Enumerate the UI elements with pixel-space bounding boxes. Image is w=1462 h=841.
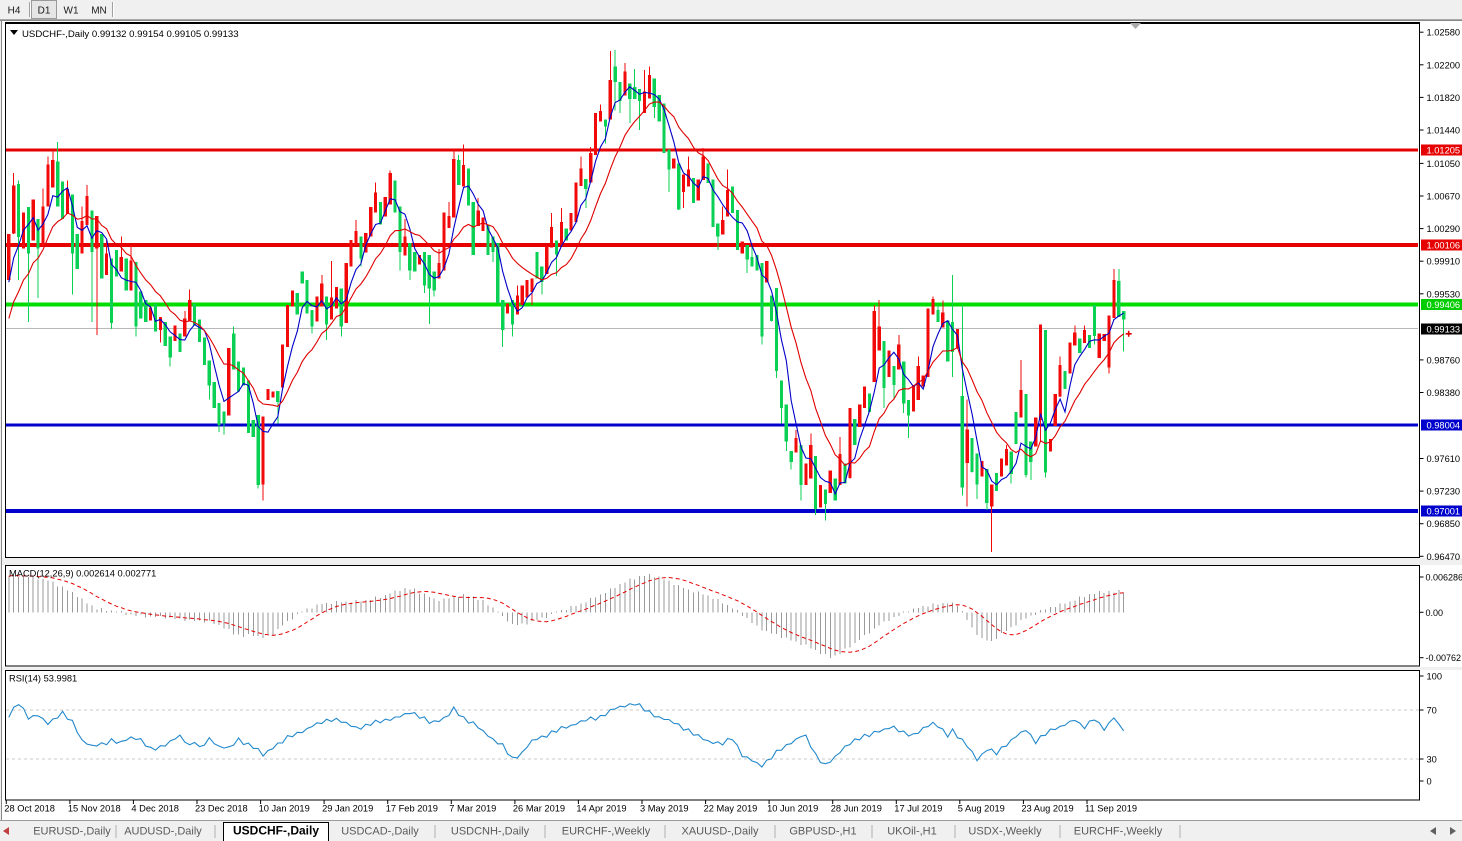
svg-text:USDCHF-,Daily 0.99132 0.99154: USDCHF-,Daily 0.99132 0.99154 0.99105 0.… [22, 29, 239, 40]
svg-text:0.006286: 0.006286 [1426, 573, 1462, 583]
svg-text:1.00290: 1.00290 [1427, 224, 1461, 234]
svg-text:1.02200: 1.02200 [1427, 60, 1461, 70]
svg-text:0.98760: 0.98760 [1427, 355, 1461, 365]
svg-text:W1: W1 [64, 6, 79, 17]
svg-text:29 Jan 2019: 29 Jan 2019 [322, 804, 373, 814]
svg-text:14 Apr 2019: 14 Apr 2019 [576, 804, 626, 814]
svg-text:0.99133: 0.99133 [1427, 325, 1461, 335]
svg-text:1.01205: 1.01205 [1427, 146, 1461, 156]
svg-text:0.99910: 0.99910 [1427, 257, 1461, 267]
svg-text:7 Mar 2019: 7 Mar 2019 [449, 804, 496, 814]
svg-text:XAUUSD-,Daily: XAUUSD-,Daily [681, 826, 759, 838]
svg-text:28 Jun 2019: 28 Jun 2019 [831, 804, 882, 814]
svg-text:0.97610: 0.97610 [1427, 454, 1461, 464]
svg-text:USDCHF-,Daily: USDCHF-,Daily [233, 824, 319, 838]
svg-text:USDCAD-,Daily: USDCAD-,Daily [341, 826, 419, 838]
svg-text:D1: D1 [38, 6, 51, 17]
svg-text:23 Aug 2019: 23 Aug 2019 [1021, 804, 1073, 814]
svg-text:EURCHF-,Weekly: EURCHF-,Weekly [562, 826, 651, 838]
svg-text:USDCNH-,Daily: USDCNH-,Daily [451, 826, 530, 838]
svg-text:0.99530: 0.99530 [1427, 289, 1461, 299]
svg-text:4 Dec 2018: 4 Dec 2018 [131, 804, 179, 814]
svg-text:0: 0 [1427, 777, 1432, 787]
svg-text:0.98380: 0.98380 [1427, 388, 1461, 398]
svg-text:0.99406: 0.99406 [1427, 300, 1461, 310]
svg-text:MACD(12,26,9) 0.002614 0.00277: MACD(12,26,9) 0.002614 0.002771 [9, 569, 156, 579]
svg-text:5 Aug 2019: 5 Aug 2019 [958, 804, 1005, 814]
svg-text:22 May 2019: 22 May 2019 [704, 804, 758, 814]
svg-text:1.01820: 1.01820 [1427, 93, 1461, 103]
svg-text:USDX-,Weekly: USDX-,Weekly [968, 826, 1042, 838]
svg-text:10 Jan 2019: 10 Jan 2019 [259, 804, 310, 814]
svg-text:UKOil-,H1: UKOil-,H1 [887, 826, 937, 838]
svg-text:RSI(14) 53.9981: RSI(14) 53.9981 [9, 674, 77, 684]
svg-text:1.01050: 1.01050 [1427, 159, 1461, 169]
svg-text:0.00: 0.00 [1426, 608, 1444, 618]
svg-text:17 Jul 2019: 17 Jul 2019 [894, 804, 942, 814]
svg-text:100: 100 [1427, 672, 1443, 682]
svg-text:11 Sep 2019: 11 Sep 2019 [1085, 804, 1137, 814]
svg-text:26 Mar 2019: 26 Mar 2019 [513, 804, 565, 814]
svg-text:0.97230: 0.97230 [1427, 487, 1461, 497]
svg-text:0.96470: 0.96470 [1427, 552, 1461, 562]
svg-text:1.00670: 1.00670 [1427, 192, 1461, 202]
svg-text:GBPUSD-,H1: GBPUSD-,H1 [789, 826, 856, 838]
svg-text:3 May 2019: 3 May 2019 [640, 804, 689, 814]
svg-text:23 Dec 2018: 23 Dec 2018 [195, 804, 248, 814]
svg-text:70: 70 [1427, 706, 1437, 716]
svg-text:17 Feb 2019: 17 Feb 2019 [386, 804, 438, 814]
svg-text:10 Jun 2019: 10 Jun 2019 [767, 804, 818, 814]
svg-text:-0.00762: -0.00762 [1426, 653, 1462, 663]
svg-text:MN: MN [91, 6, 107, 17]
svg-text:0.97001: 0.97001 [1427, 507, 1461, 517]
svg-text:15 Nov 2018: 15 Nov 2018 [68, 804, 121, 814]
svg-text:H4: H4 [8, 6, 21, 17]
svg-text:1.02580: 1.02580 [1427, 28, 1461, 38]
svg-text:0.96850: 0.96850 [1427, 519, 1461, 529]
svg-text:1.00106: 1.00106 [1427, 241, 1461, 251]
svg-text:EURUSD-,Daily: EURUSD-,Daily [33, 826, 111, 838]
svg-text:AUDUSD-,Daily: AUDUSD-,Daily [124, 826, 202, 838]
svg-text:28 Oct 2018: 28 Oct 2018 [4, 804, 55, 814]
svg-text:EURCHF-,Weekly: EURCHF-,Weekly [1074, 826, 1163, 838]
svg-text:30: 30 [1427, 755, 1437, 765]
svg-text:0.98004: 0.98004 [1427, 421, 1461, 431]
svg-text:1.01440: 1.01440 [1427, 126, 1461, 136]
